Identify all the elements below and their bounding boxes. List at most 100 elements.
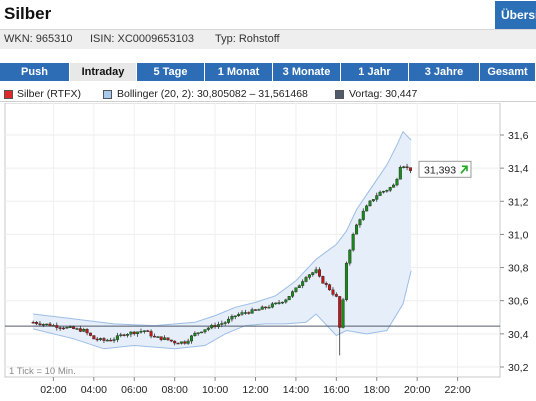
candle-body bbox=[203, 329, 207, 333]
candle-body bbox=[95, 338, 99, 341]
candle-body bbox=[341, 299, 345, 328]
tab-gesamt[interactable]: Gesamt bbox=[480, 63, 536, 81]
y-tick-label: 30,8 bbox=[508, 263, 529, 275]
tab-intraday[interactable]: Intraday bbox=[70, 63, 137, 81]
candle-body bbox=[193, 332, 197, 337]
tab-1-jahr[interactable]: 1 Jahr bbox=[341, 63, 409, 81]
candle-body bbox=[62, 327, 66, 330]
candle-body bbox=[405, 166, 409, 168]
candle-body bbox=[253, 309, 257, 311]
candle-body bbox=[297, 285, 301, 288]
candle-body bbox=[250, 309, 254, 314]
candle-body bbox=[237, 314, 241, 317]
x-tick-label: 10:00 bbox=[202, 384, 228, 396]
y-tick-label: 30,6 bbox=[508, 296, 529, 308]
wkn-label: WKN: 965310 bbox=[4, 33, 73, 45]
tab-3-monate[interactable]: 3 Monate bbox=[273, 63, 341, 81]
type-label: Typ: Rohstoff bbox=[215, 33, 280, 45]
tab-push[interactable]: Push bbox=[0, 63, 70, 81]
candle-body bbox=[331, 289, 335, 295]
last-value-label: 31,393 bbox=[418, 160, 472, 178]
candle-body bbox=[311, 272, 315, 275]
candlesticks bbox=[31, 163, 412, 356]
candle-body bbox=[233, 315, 237, 318]
bollinger-band bbox=[33, 131, 412, 349]
tab-3-jahre[interactable]: 3 Jahre bbox=[409, 63, 480, 81]
x-tick-label: 22:00 bbox=[444, 384, 470, 396]
candle-body bbox=[166, 337, 170, 341]
candle-body bbox=[365, 205, 369, 212]
candle-body bbox=[385, 190, 389, 192]
x-tick-label: 08:00 bbox=[162, 384, 188, 396]
candle-body bbox=[243, 312, 247, 314]
candle-body bbox=[152, 335, 156, 338]
tab-1-monat[interactable]: 1 Monat bbox=[205, 63, 273, 81]
candle-body bbox=[240, 312, 244, 315]
candle-body bbox=[314, 269, 318, 273]
candle-body bbox=[31, 322, 35, 324]
candle-body bbox=[230, 316, 234, 320]
candle-body bbox=[375, 195, 379, 200]
candle-body bbox=[156, 336, 160, 338]
candle-body bbox=[328, 284, 332, 291]
bollinger-upper-line bbox=[33, 130, 412, 327]
candle-body bbox=[206, 327, 210, 330]
candle-body bbox=[173, 340, 177, 344]
candle-body bbox=[82, 329, 86, 332]
candle-body bbox=[294, 287, 298, 292]
candle-body bbox=[257, 309, 261, 311]
x-tick-label: 02:00 bbox=[40, 384, 66, 396]
legend-swatch-vortag bbox=[335, 90, 344, 99]
candle-body bbox=[287, 296, 291, 301]
candle-body bbox=[247, 312, 251, 314]
y-axis-ticks: 30,2 30,4 30,6 30,8 31,0 31,2 31,4 31,6 bbox=[500, 130, 529, 374]
candle-body bbox=[358, 219, 362, 226]
candle-body bbox=[301, 281, 305, 286]
candle-body bbox=[395, 178, 399, 186]
candle-body bbox=[274, 302, 278, 305]
candle-body bbox=[223, 322, 227, 324]
candle-body bbox=[112, 339, 116, 341]
candle-body bbox=[159, 336, 163, 340]
x-tick-label: 06:00 bbox=[121, 384, 147, 396]
candle-body bbox=[68, 326, 72, 328]
tab-5-tage[interactable]: 5 Tage bbox=[137, 63, 205, 81]
candle-body bbox=[183, 341, 187, 344]
candle-body bbox=[348, 249, 352, 264]
candle-body bbox=[408, 167, 412, 171]
candle-body bbox=[307, 274, 311, 278]
candle-body bbox=[277, 302, 281, 304]
candle-body bbox=[58, 327, 62, 329]
candle-body bbox=[122, 334, 126, 336]
last-value-text: 31,393 bbox=[424, 164, 456, 176]
candle-body bbox=[146, 330, 150, 332]
candle-body bbox=[267, 306, 271, 309]
candle-body bbox=[92, 335, 96, 340]
candle-body bbox=[284, 299, 288, 303]
candle-body bbox=[105, 339, 109, 342]
candle-body bbox=[99, 338, 103, 340]
candle-body bbox=[132, 331, 136, 335]
candle-body bbox=[338, 296, 342, 328]
overview-button[interactable]: Übersicht bbox=[495, 1, 536, 29]
legend-swatch-silber bbox=[4, 90, 13, 99]
candle-body bbox=[317, 269, 321, 277]
candle-body bbox=[378, 191, 382, 196]
candle-body bbox=[368, 200, 372, 207]
candle-body bbox=[280, 301, 284, 304]
candle-body bbox=[142, 330, 146, 332]
page-title: Silber bbox=[4, 4, 52, 23]
candle-body bbox=[210, 325, 214, 329]
candle-body bbox=[149, 331, 153, 337]
candle-body bbox=[179, 341, 183, 344]
candle-body bbox=[119, 334, 123, 336]
candle-body bbox=[129, 331, 133, 335]
candle-body bbox=[51, 325, 55, 327]
candle-body bbox=[260, 306, 264, 310]
candle-body bbox=[344, 262, 348, 300]
last-value-box bbox=[418, 160, 472, 178]
legend-label-bollinger: Bollinger (20, 2): 30,805082 – 31,561468 bbox=[117, 88, 308, 100]
candle-body bbox=[65, 327, 69, 329]
candle-body bbox=[139, 331, 143, 333]
legend-label-silber: Silber (RTFX) bbox=[17, 88, 81, 100]
